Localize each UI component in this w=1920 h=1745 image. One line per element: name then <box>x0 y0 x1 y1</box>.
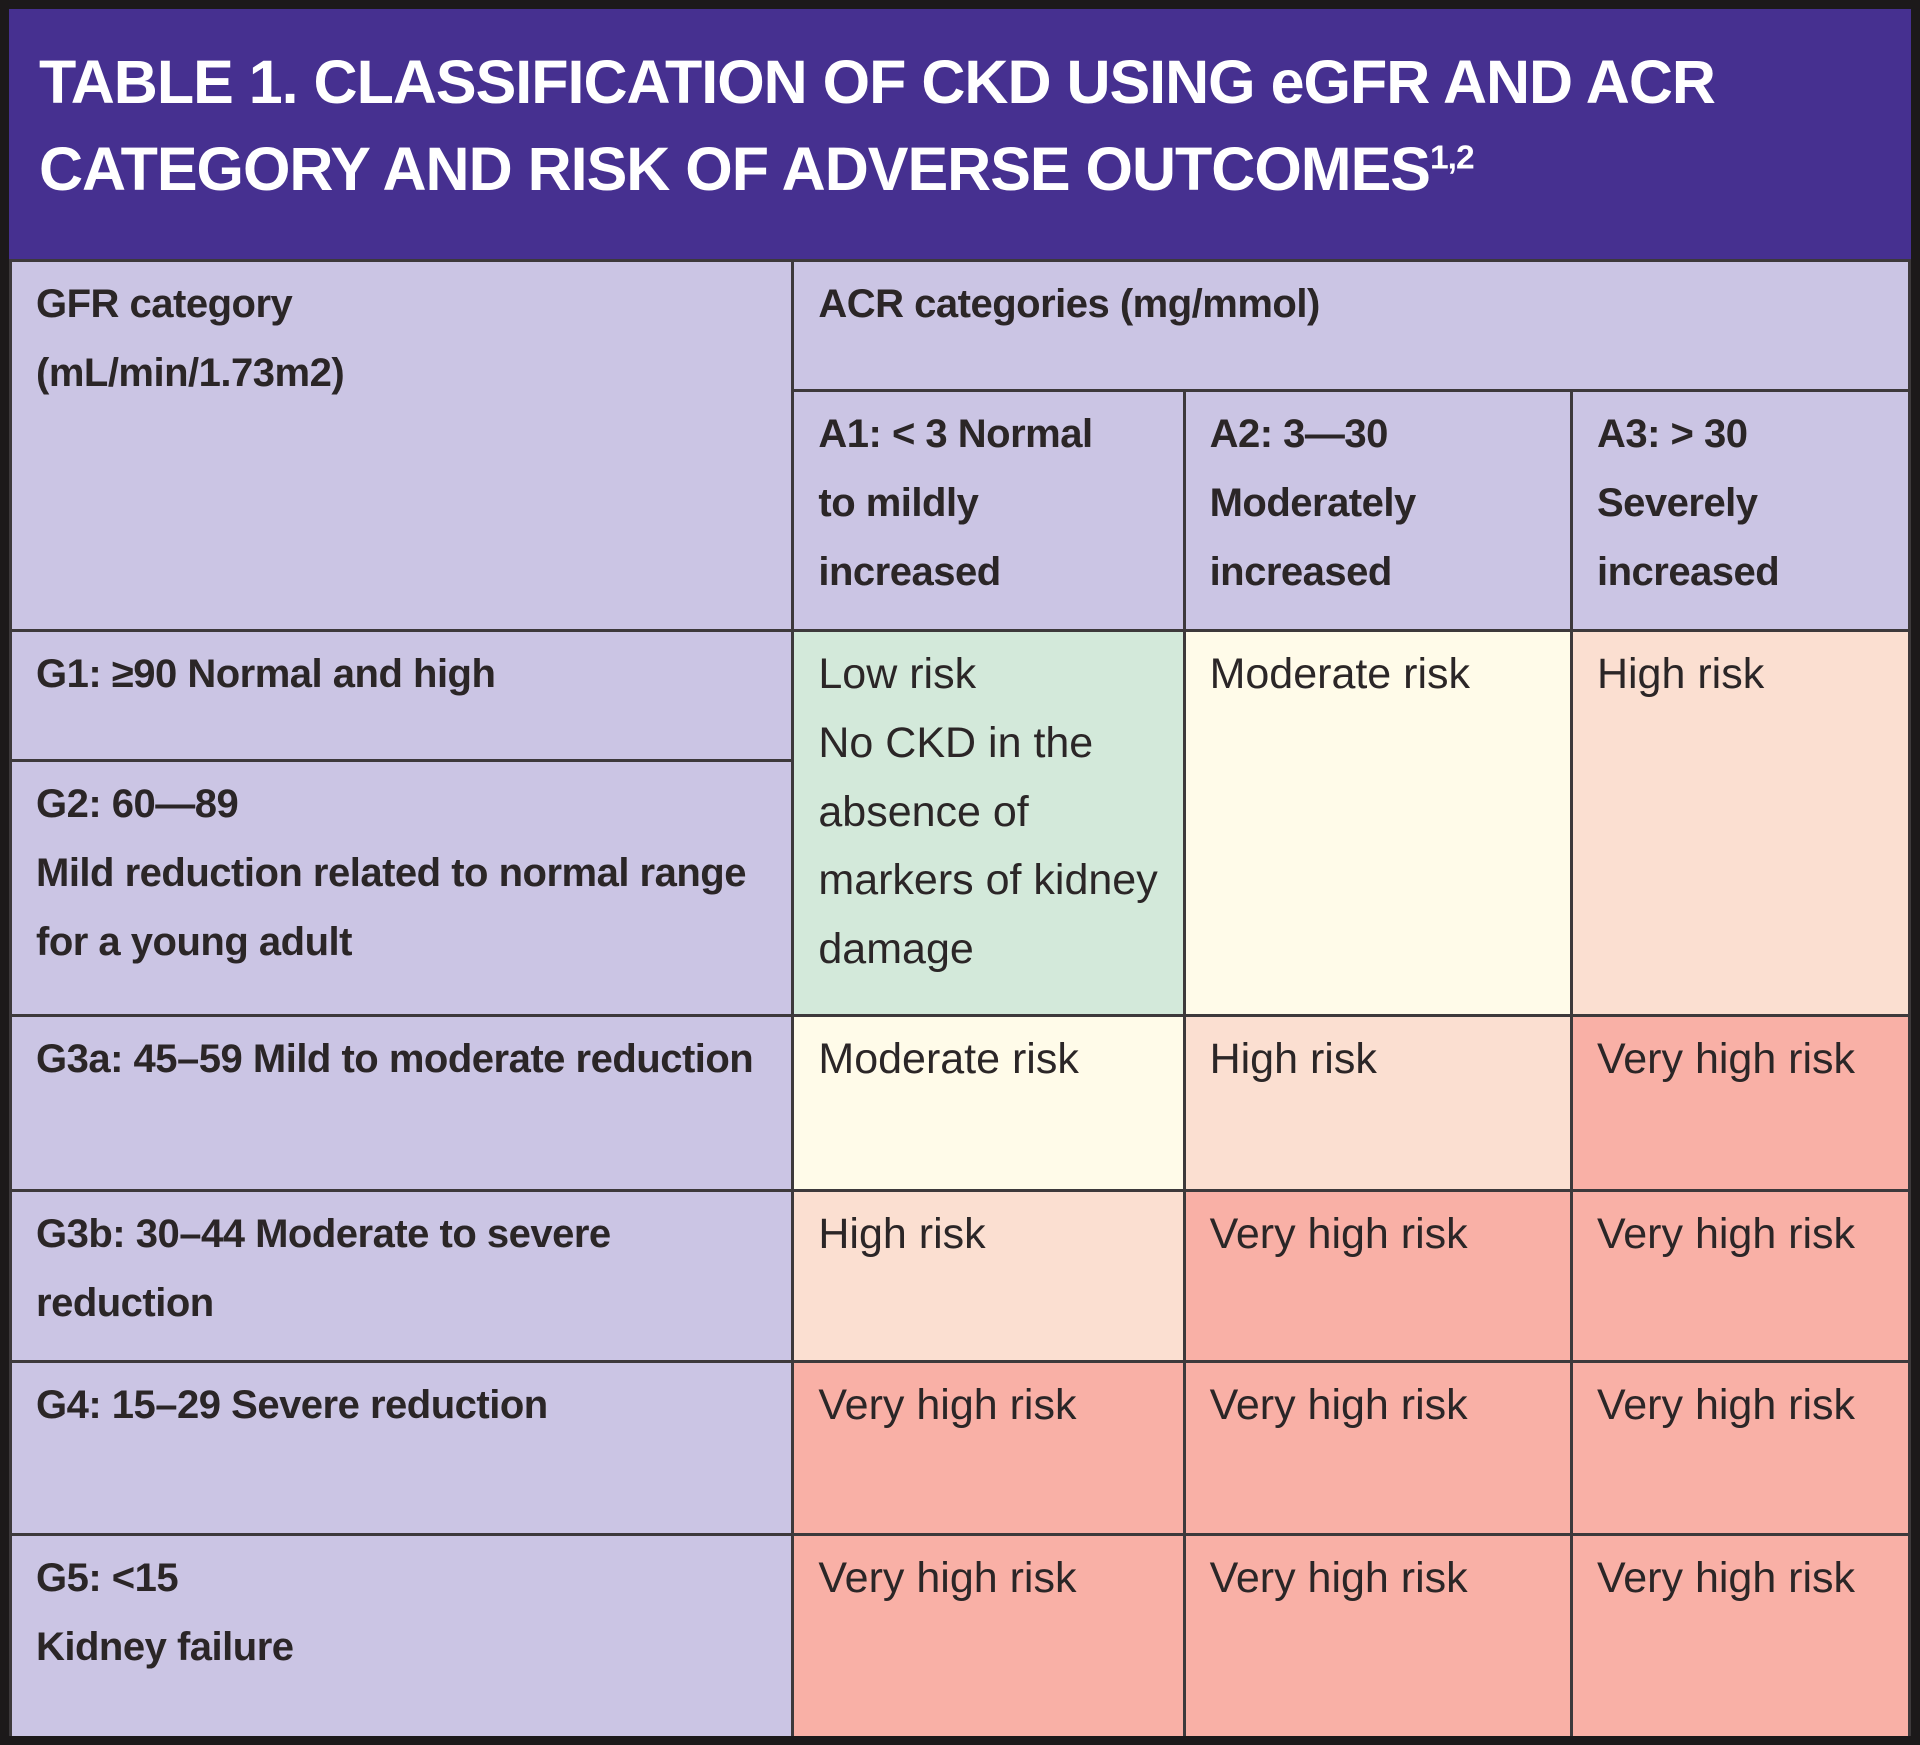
table-title-line1: TABLE 1. CLASSIFICATION OF CKD USING eGF… <box>39 48 1716 116</box>
risk-cell-g3a-a3: Very high risk <box>1569 1014 1911 1192</box>
risk-g4-a3-label: Very high risk <box>1596 1381 1856 1429</box>
acr-header-label: ACR categories (mg/mmol) <box>818 282 1320 326</box>
risk-g1g2-a1-line2: No CKD in the absence of markers of kidn… <box>818 718 1158 974</box>
row-g3a: G3a: 45–59 Mild to moderate reduction Mo… <box>9 1014 1911 1192</box>
gfr-label-g2-line1: G2: 60—89 <box>36 782 239 826</box>
table-title: TABLE 1. CLASSIFICATION OF CKD USING eGF… <box>39 39 1871 212</box>
acr-a3-line3: increased <box>1596 549 1780 594</box>
risk-g1g2-a2-label: Moderate risk <box>1209 650 1471 698</box>
risk-g5-a2-label: Very high risk <box>1209 1554 1468 1602</box>
risk-g1g2-a1-line1: Low risk <box>818 650 977 698</box>
acr-subheader-a3: A3: > 30 Severely increased <box>1569 389 1911 632</box>
acr-a2-line3: increased <box>1209 549 1393 594</box>
acr-subheader-a2: A2: 3—30 Moderately increased <box>1182 389 1573 632</box>
acr-a3-line2: Severely <box>1596 480 1758 525</box>
row-g3b: G3b: 30–44 Moderate to severe reduction … <box>9 1189 1911 1363</box>
acr-a3-line1: A3: > 30 <box>1596 412 1748 456</box>
risk-g5-a3-label: Very high risk <box>1596 1554 1856 1602</box>
gfr-cell-g3a: G3a: 45–59 Mild to moderate reduction <box>9 1014 795 1192</box>
gfr-cell-g2: G2: 60—89 Mild reduction related to norm… <box>9 759 795 1017</box>
risk-cell-g1g2-a1: Low risk No CKD in the absence of marker… <box>791 629 1186 1017</box>
risk-cell-g5-a1: Very high risk <box>791 1533 1186 1736</box>
gfr-label-g3a: G3a: 45–59 Mild to moderate reduction <box>36 1037 754 1081</box>
row-g5: G5: <15 Kidney failure Very high risk Ve… <box>9 1533 1911 1736</box>
risk-cell-g3b-a2: Very high risk <box>1182 1189 1573 1363</box>
risk-cell-g4-a2: Very high risk <box>1182 1360 1573 1536</box>
gfr-cell-g1: G1: ≥90 Normal and high <box>9 629 795 762</box>
gfr-header-line2: (mL/min/1.73m2) <box>36 350 345 395</box>
header-row-acr-categories: A1: < 3 Normal to mildly increased A2: 3… <box>11 389 1911 632</box>
risk-cell-g5-a3: Very high risk <box>1569 1533 1911 1736</box>
risk-g3b-a3-label: Very high risk <box>1596 1210 1856 1258</box>
acr-header-cell: ACR categories (mg/mmol) <box>791 259 1911 392</box>
row-g4: G4: 15–29 Severe reduction Very high ris… <box>9 1360 1911 1536</box>
header-row-acr: GFR category (mL/min/1.73m2) ACR categor… <box>9 259 1911 632</box>
risk-g3b-a2-label: Very high risk <box>1209 1210 1468 1258</box>
gfr-label-g3b: G3b: 30–44 Moderate to severe reduction <box>36 1212 611 1325</box>
gfr-cell-g3b: G3b: 30–44 Moderate to severe reduction <box>9 1189 795 1363</box>
ckd-risk-table: GFR category (mL/min/1.73m2) ACR categor… <box>9 259 1911 1736</box>
risk-cell-g3a-a1: Moderate risk <box>791 1014 1186 1192</box>
table-title-line2-text: CATEGORY AND RISK OF ADVERSE OUTCOMES <box>39 134 1431 203</box>
risk-cell-g5-a2: Very high risk <box>1182 1533 1573 1736</box>
risk-cell-g3b-a1: High risk <box>791 1189 1186 1363</box>
risk-cell-g4-a1: Very high risk <box>791 1360 1186 1536</box>
gfr-cell-g4: G4: 15–29 Severe reduction <box>9 1360 795 1536</box>
risk-g3b-a1-label: High risk <box>818 1210 986 1258</box>
risk-cell-g4-a3: Very high risk <box>1569 1360 1911 1536</box>
gfr-label-g1: G1: ≥90 Normal and high <box>36 652 496 696</box>
row-g1: G1: ≥90 Normal and high Low risk No CKD … <box>9 629 1911 1017</box>
table-title-line2: CATEGORY AND RISK OF ADVERSE OUTCOMES1,2 <box>39 126 1871 213</box>
risk-g3a-a1-label: Moderate risk <box>818 1035 1079 1083</box>
risk-g3a-a3-label: Very high risk <box>1596 1035 1856 1083</box>
risk-g5-a1-label: Very high risk <box>818 1554 1077 1602</box>
gfr-label-g5-line2: Kidney failure <box>36 1624 294 1669</box>
risk-g4-a1-label: Very high risk <box>818 1381 1077 1429</box>
risk-cell-g1g2-a3: High risk <box>1569 629 1911 1017</box>
gfr-header-line1: GFR category <box>36 282 293 326</box>
gfr-header-cell: GFR category (mL/min/1.73m2) <box>9 259 795 632</box>
gfr-label-g4: G4: 15–29 Severe reduction <box>36 1383 548 1427</box>
risk-cell-g3a-a2: High risk <box>1182 1014 1573 1192</box>
row-g2: G2: 60—89 Mild reduction related to norm… <box>9 759 1910 1017</box>
risk-g3a-a2-label: High risk <box>1209 1035 1377 1083</box>
gfr-label-g5-line1: G5: <15 <box>36 1556 179 1600</box>
acr-a1-line1: A1: < 3 Normal <box>818 412 1093 456</box>
gfr-cell-g5: G5: <15 Kidney failure <box>9 1533 795 1736</box>
risk-cell-g3b-a3: Very high risk <box>1569 1189 1911 1363</box>
gfr-label-g2-line2: Mild reduction related to normal range f… <box>36 850 746 964</box>
acr-subheader-a1: A1: < 3 Normal to mildly increased <box>791 389 1186 632</box>
acr-a1-line3: increased <box>818 549 1001 594</box>
acr-a2-line1: A2: 3—30 <box>1209 412 1389 456</box>
risk-cell-g1g2-a2: Moderate risk <box>1182 629 1573 1017</box>
acr-a2-line2: Moderately <box>1209 480 1417 525</box>
table-title-footnote-refs: 1,2 <box>1429 139 1475 177</box>
risk-g4-a2-label: Very high risk <box>1209 1381 1468 1429</box>
acr-a1-line2: to mildly <box>818 480 979 525</box>
risk-g1g2-a3-label: High risk <box>1596 650 1765 698</box>
table-banner: TABLE 1. CLASSIFICATION OF CKD USING eGF… <box>9 9 1911 259</box>
